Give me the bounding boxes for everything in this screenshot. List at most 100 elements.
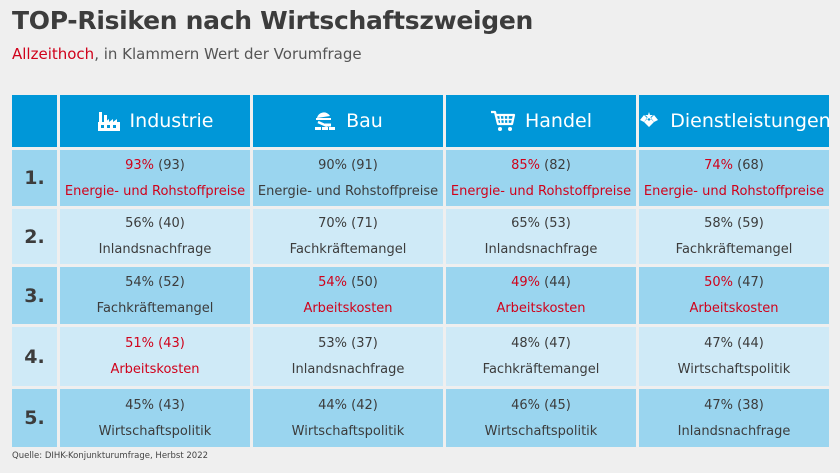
risk-label: Wirtschaftspolitik (677, 362, 791, 377)
table-cell-handel-4: 48% (47) Fachkräftemangel (446, 327, 636, 386)
risk-label: Fachkräftemangel (289, 242, 407, 257)
risk-value: 49% (44) (511, 275, 571, 290)
risk-label: Fachkräftemangel (482, 362, 600, 377)
factory-icon (97, 110, 121, 132)
subtitle-rest: , in Klammern Wert der Vorumfrage (94, 45, 362, 63)
previous-value: (37) (347, 336, 378, 351)
risk-label: Inlandsnachfrage (677, 423, 791, 439)
previous-value: (82) (540, 157, 571, 173)
risk-value: 48% (47) (511, 336, 571, 351)
risk-label: Inlandsnachfrage (98, 242, 212, 257)
risk-percent: 51% (125, 336, 155, 351)
risk-label: Energie- und Rohstoffpreise (450, 183, 632, 199)
risk-percent: 54% (125, 275, 155, 290)
risk-percent: 93% (125, 157, 155, 173)
previous-value: (93) (154, 157, 185, 173)
risk-percent: 65% (511, 216, 541, 231)
risk-value: 93% (93) (125, 158, 185, 173)
risk-value: 54% (50) (318, 275, 378, 290)
risk-percent: 85% (511, 157, 541, 173)
risk-percent: 70% (318, 216, 348, 231)
risk-label: Energie- und Rohstoffpreise (643, 183, 825, 199)
risk-label: Wirtschaftspolitik (98, 423, 212, 439)
table-cell-bau-2: 70% (71) Fachkräftemangel (253, 209, 443, 264)
risk-label: Inlandsnachfrage (484, 242, 598, 257)
previous-value: (52) (154, 275, 185, 290)
risk-value: 53% (37) (318, 336, 378, 351)
previous-value: (42) (347, 397, 378, 413)
previous-value: (43) (154, 397, 185, 413)
risk-label: Arbeitskosten (303, 301, 393, 316)
risk-value: 46% (45) (511, 398, 571, 413)
previous-value: (45) (540, 397, 571, 413)
risk-value: 54% (52) (125, 275, 185, 290)
risk-label: Fachkräftemangel (96, 301, 214, 316)
services-icon (637, 110, 661, 132)
risk-value: 51% (43) (125, 336, 185, 351)
table-cell-bau-5: 44% (42) Wirtschaftspolitik (253, 389, 443, 447)
rank-2: 2. (12, 209, 57, 264)
risk-percent: 44% (318, 397, 348, 413)
risk-label: Inlandsnachfrage (291, 362, 405, 377)
previous-value: (50) (347, 275, 378, 290)
table-cell-bau-3: 54% (50) Arbeitskosten (253, 267, 443, 324)
risk-value: 70% (71) (318, 216, 378, 231)
risk-label: Fachkräftemangel (675, 242, 793, 257)
rank-1: 1. (12, 150, 57, 206)
column-header-bau: Bau (253, 95, 443, 147)
risk-table: Industrie Bau (12, 95, 831, 447)
risk-value: 56% (40) (125, 216, 185, 231)
shopping-cart-icon (490, 109, 516, 133)
rank-5: 5. (12, 389, 57, 447)
risk-percent: 49% (511, 275, 541, 290)
risk-percent: 45% (125, 397, 155, 413)
rank-3: 3. (12, 267, 57, 324)
risk-value: 47% (44) (704, 336, 764, 351)
subtitle: Allzeithoch, in Klammern Wert der Vorumf… (12, 45, 362, 63)
risk-value: 45% (43) (125, 398, 185, 413)
column-header-handel: Handel (446, 95, 636, 147)
table-cell-bau-1: 90% (91) Energie- und Rohstoffpreise (253, 150, 443, 206)
table-cell-industrie-4: 51% (43) Arbeitskosten (60, 327, 250, 386)
subtitle-highlight: Allzeithoch (12, 45, 95, 63)
risk-label: Arbeitskosten (689, 301, 779, 316)
table-cell-dienstleistungen-1: 74% (68) Energie- und Rohstoffpreise (639, 150, 829, 206)
table-cell-handel-1: 85% (82) Energie- und Rohstoffpreise (446, 150, 636, 206)
risk-label: Wirtschaftspolitik (484, 423, 598, 439)
table-cell-industrie-2: 56% (40) Inlandsnachfrage (60, 209, 250, 264)
previous-value: (91) (347, 157, 378, 173)
risk-value: 90% (91) (318, 158, 378, 173)
previous-value: (43) (154, 336, 185, 351)
risk-value: 50% (47) (704, 275, 764, 290)
previous-value: (47) (540, 336, 571, 351)
construction-icon (313, 109, 337, 133)
previous-value: (47) (733, 275, 764, 290)
risk-value: 58% (59) (704, 216, 764, 231)
risk-percent: 48% (511, 336, 541, 351)
table-cell-handel-3: 49% (44) Arbeitskosten (446, 267, 636, 324)
table-cell-handel-5: 46% (45) Wirtschaftspolitik (446, 389, 636, 447)
risk-value: 44% (42) (318, 398, 378, 413)
previous-value: (40) (154, 216, 185, 231)
risk-label: Arbeitskosten (496, 301, 586, 316)
table-cell-dienstleistungen-2: 58% (59) Fachkräftemangel (639, 209, 829, 264)
column-header-industrie: Industrie (60, 95, 250, 147)
previous-value: (59) (733, 216, 764, 231)
column-header-label: Dienstleistungen (670, 110, 831, 132)
table-cell-industrie-1: 93% (93) Energie- und Rohstoffpreise (60, 150, 250, 206)
previous-value: (53) (540, 216, 571, 231)
rank-4: 4. (12, 327, 57, 386)
column-header-label: Industrie (129, 110, 214, 132)
previous-value: (38) (733, 397, 764, 413)
header-corner (12, 95, 57, 147)
table-cell-industrie-3: 54% (52) Fachkräftemangel (60, 267, 250, 324)
previous-value: (71) (347, 216, 378, 231)
table-cell-handel-2: 65% (53) Inlandsnachfrage (446, 209, 636, 264)
table-cell-dienstleistungen-4: 47% (44) Wirtschaftspolitik (639, 327, 829, 386)
page-title: TOP-Risiken nach Wirtschaftszweigen (12, 6, 534, 35)
risk-percent: 90% (318, 157, 348, 173)
risk-label: Arbeitskosten (110, 362, 200, 377)
risk-label: Energie- und Rohstoffpreise (257, 183, 439, 199)
risk-value: 85% (82) (511, 158, 571, 173)
column-header-label: Bau (346, 110, 383, 132)
